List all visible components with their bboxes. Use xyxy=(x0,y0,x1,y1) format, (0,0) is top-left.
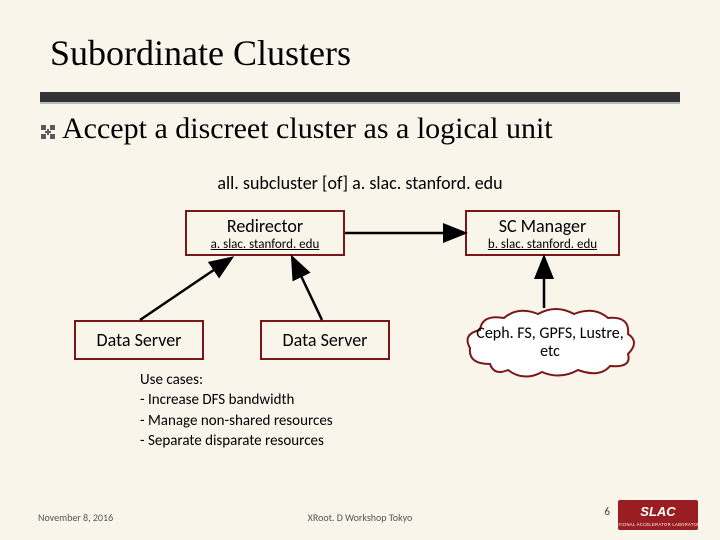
redirector-host: a. slac. stanford. edu xyxy=(187,237,343,252)
footer-page: 6 xyxy=(604,505,610,518)
use-cases-heading: Use cases: xyxy=(140,370,333,390)
title-rule-light xyxy=(40,102,680,104)
footer-center: XRoot. D Workshop Tokyo xyxy=(0,511,720,524)
config-line: all. subcluster [of] a. slac. stanford. … xyxy=(0,172,720,194)
arrow-ds2-to-redirector xyxy=(293,259,322,320)
svg-text:NATIONAL ACCELERATOR LABORATOR: NATIONAL ACCELERATOR LABORATORY xyxy=(618,522,698,527)
data-server-1-box: Data Server xyxy=(74,320,204,360)
slide: Subordinate Clusters Accept a discreet c… xyxy=(0,0,720,540)
sc-manager-box: SC Manager b. slac. stanford. edu xyxy=(465,210,620,256)
redirector-box: Redirector a. slac. stanford. edu xyxy=(185,210,345,256)
use-case-item: - Separate disparate resources xyxy=(140,431,333,451)
data-server-2-box: Data Server xyxy=(260,320,390,360)
title-rule-dark xyxy=(40,92,680,102)
use-case-item: - Manage non-shared resources xyxy=(140,411,333,431)
data-server-1-label: Data Server xyxy=(76,329,202,351)
data-server-2-label: Data Server xyxy=(262,329,388,351)
sc-manager-label: SC Manager xyxy=(467,215,618,237)
cloud: Ceph. FS, GPFS, Lustre, etc xyxy=(460,306,640,380)
redirector-label: Redirector xyxy=(187,215,343,237)
bullet-icon xyxy=(40,124,56,140)
use-cases: Use cases: - Increase DFS bandwidth - Ma… xyxy=(140,370,333,451)
cloud-text: Ceph. FS, GPFS, Lustre, etc xyxy=(460,306,640,380)
page-title: Subordinate Clusters xyxy=(50,32,351,74)
arrow-layer xyxy=(0,0,720,540)
svg-text:SLAC: SLAC xyxy=(640,504,676,519)
bullet-text: Accept a discreet cluster as a logical u… xyxy=(62,112,553,146)
arrow-ds1-to-redirector xyxy=(140,259,230,320)
slac-logo: SLAC NATIONAL ACCELERATOR LABORATORY xyxy=(618,500,698,530)
sc-manager-host: b. slac. stanford. edu xyxy=(467,237,618,252)
use-case-item: - Increase DFS bandwidth xyxy=(140,390,333,410)
